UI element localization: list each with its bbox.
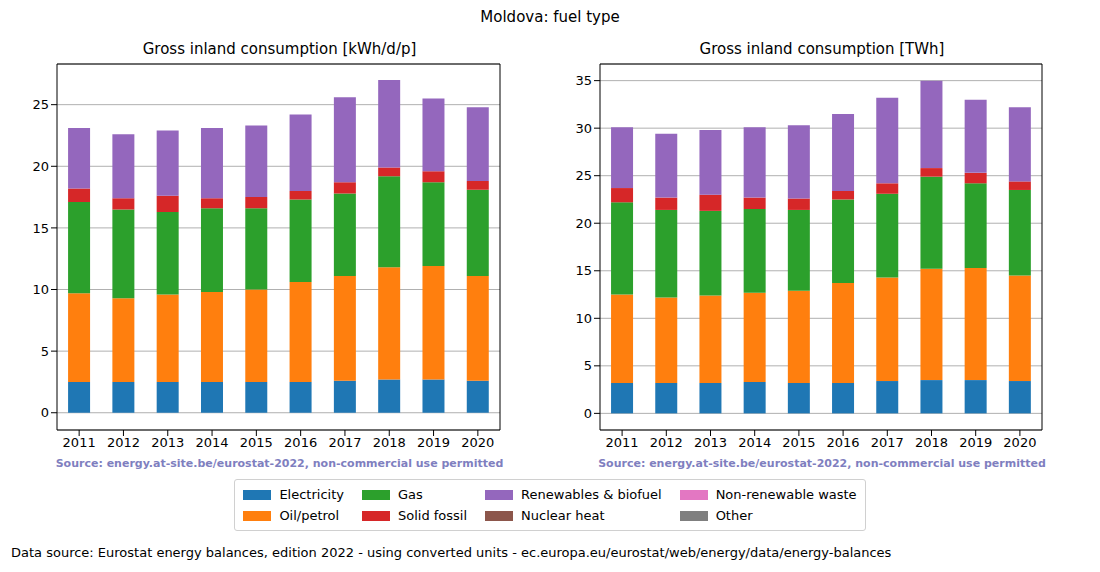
- svg-text:0: 0: [584, 406, 592, 421]
- svg-text:5: 5: [41, 344, 49, 359]
- svg-text:20: 20: [575, 216, 592, 231]
- svg-text:25: 25: [32, 97, 49, 112]
- svg-text:2020: 2020: [461, 435, 494, 450]
- svg-text:2015: 2015: [240, 435, 273, 450]
- svg-text:30: 30: [575, 121, 592, 136]
- svg-text:5: 5: [584, 358, 592, 373]
- html-text:Non-renewable waste: Non-renewable waste: [715, 487, 857, 502]
- svg-text:2011: 2011: [606, 435, 639, 450]
- svg-text:10: 10: [32, 282, 49, 297]
- svg-text:2017: 2017: [871, 435, 904, 450]
- svg-text:2012: 2012: [650, 435, 683, 450]
- html-text:Gross inland consumption [TWh]: Gross inland consumption [TWh]: [699, 40, 945, 58]
- svg-text:2011: 2011: [63, 435, 96, 450]
- svg-text:2019: 2019: [959, 435, 992, 450]
- html-text:Gross inland consumption [kWh/: Gross inland consumption [kWh/d/p]: [142, 40, 417, 58]
- svg-text:2014: 2014: [196, 435, 229, 450]
- html-text:Solid fossil: Solid fossil: [398, 508, 468, 523]
- svg-text:2013: 2013: [694, 435, 727, 450]
- html-text:Moldova: fuel type: Moldova: fuel type: [480, 8, 620, 26]
- html-text:Electricity: Electricity: [279, 487, 344, 502]
- svg-text:2019: 2019: [417, 435, 450, 450]
- svg-text:2014: 2014: [738, 435, 771, 450]
- html-text:Source: energy.at-site.be/euro: Source: energy.at-site.be/eurostat-2022,…: [55, 457, 504, 470]
- html-text:Source: energy.at-site.be/euro: Source: energy.at-site.be/eurostat-2022,…: [598, 457, 1046, 470]
- svg-text:2012: 2012: [107, 435, 140, 450]
- html-text:Renewables & biofuel: Renewables & biofuel: [521, 487, 662, 502]
- svg-text:2016: 2016: [284, 435, 317, 450]
- svg-text:0: 0: [41, 405, 49, 420]
- svg-text:25: 25: [575, 168, 592, 183]
- svg-text:2018: 2018: [915, 435, 948, 450]
- svg-text:15: 15: [32, 221, 49, 236]
- svg-text:2017: 2017: [328, 435, 361, 450]
- svg-text:10: 10: [575, 311, 592, 326]
- svg-text:15: 15: [575, 263, 592, 278]
- html-text:Oil/petrol: Oil/petrol: [279, 508, 340, 523]
- svg-text:2020: 2020: [1003, 435, 1036, 450]
- svg-text:2016: 2016: [827, 435, 860, 450]
- svg-text:35: 35: [575, 73, 592, 88]
- svg-text:2013: 2013: [151, 435, 184, 450]
- html-text:Other: Other: [715, 508, 753, 523]
- svg-text:2018: 2018: [373, 435, 406, 450]
- svg-text:2015: 2015: [782, 435, 815, 450]
- html-text:Nuclear heat: Nuclear heat: [521, 508, 605, 523]
- svg-text:20: 20: [32, 159, 49, 174]
- html-text:Gas: Gas: [398, 487, 423, 502]
- html-text:Data source: Eurostat energy b: Data source: Eurostat energy balances, e…: [11, 545, 892, 560]
